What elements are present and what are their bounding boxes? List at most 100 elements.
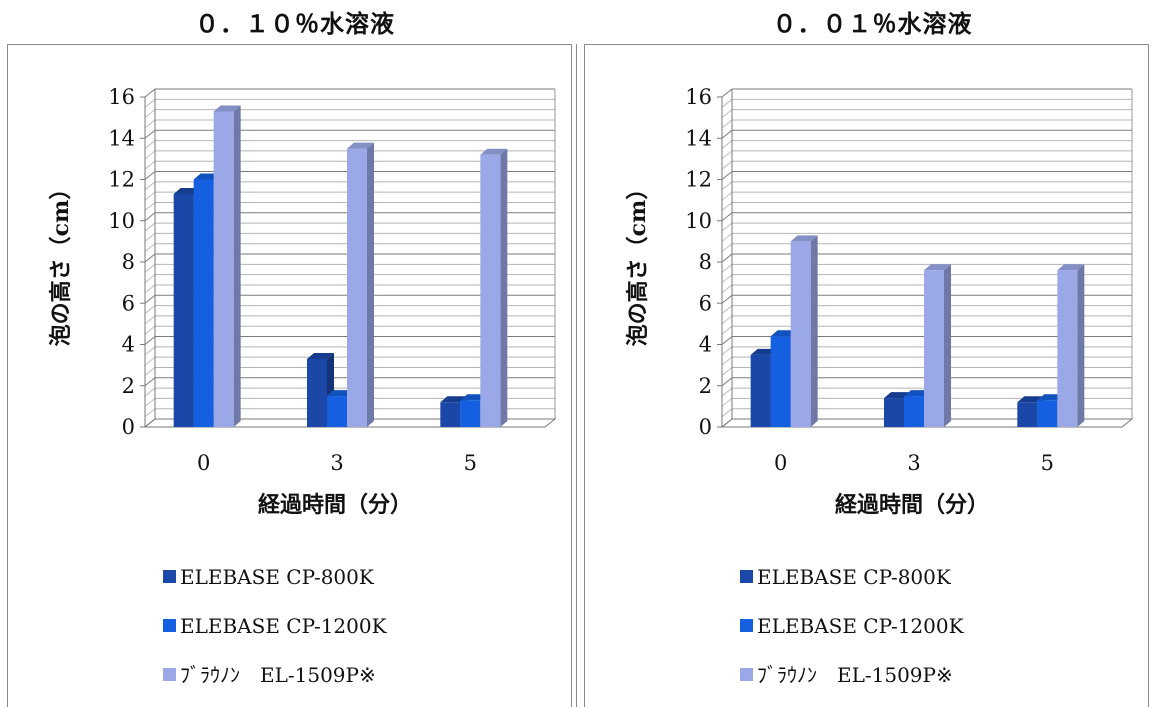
bar-front xyxy=(193,179,214,427)
gridline-side xyxy=(721,212,733,222)
bar-front xyxy=(440,402,461,427)
legend-swatch xyxy=(163,570,176,583)
bar-front xyxy=(347,148,367,427)
chart-panel-left: 0 2 4 6 8 10 12 14 16 0 3 5 経過時間（分） 泡の高さ（cm） ELEBASE C… xyxy=(7,44,572,707)
legend-item: ELEBASE CP-800K xyxy=(163,565,375,589)
x-tick-label: 0 xyxy=(197,451,210,475)
gridline-side xyxy=(144,109,156,119)
gridline-side xyxy=(721,109,733,119)
bar-side xyxy=(367,142,374,427)
x-tick-label: 5 xyxy=(1041,451,1054,475)
gridline-side xyxy=(721,336,733,345)
gridline-side xyxy=(721,243,733,253)
gridline-side xyxy=(144,356,156,366)
gridline-side xyxy=(144,305,156,314)
gridline-side xyxy=(144,150,156,160)
gridline-side xyxy=(144,263,156,273)
legend-label: ELEBASE CP-1200K xyxy=(180,614,388,638)
gridline-side xyxy=(721,315,733,325)
bar-top xyxy=(790,235,818,242)
legend-swatch xyxy=(740,619,753,632)
gridline-side xyxy=(721,408,733,418)
chart-title-right: ０．０１％水溶液 xyxy=(772,10,973,38)
bar-front xyxy=(1057,270,1078,427)
legend-item: ﾌﾞﾗｳﾉﾝ EL-1509P※ xyxy=(740,663,953,687)
gridline-side xyxy=(144,243,156,253)
y-tick-label: 16 xyxy=(685,85,712,109)
gridline-side xyxy=(144,284,156,294)
gridline-side xyxy=(144,377,156,387)
gridline-side xyxy=(144,202,156,211)
gridline-side xyxy=(721,253,733,263)
bar-front xyxy=(904,396,924,427)
bar-side xyxy=(233,105,241,427)
gridline-side xyxy=(144,98,156,108)
bar xyxy=(790,235,818,427)
bar-top xyxy=(480,148,508,155)
gridline-side xyxy=(721,88,733,98)
gridline-side xyxy=(144,232,156,242)
floor xyxy=(143,418,557,428)
gridline-side xyxy=(721,294,733,304)
floor xyxy=(720,418,1134,428)
bar-side xyxy=(810,235,818,427)
bar-front xyxy=(307,358,327,427)
bar-front xyxy=(213,111,234,427)
x-axis-title: 経過時間（分） xyxy=(835,492,989,518)
legend-item: ﾌﾞﾗｳﾉﾝ EL-1509P※ xyxy=(163,663,376,687)
gridline-side xyxy=(721,140,733,149)
legend-label: ELEBASE CP-1200K xyxy=(757,614,965,638)
gridline-side xyxy=(721,150,733,160)
bar-front xyxy=(790,241,811,427)
gridline-side xyxy=(144,346,156,356)
gridline-side xyxy=(721,356,733,366)
y-tick-label: 8 xyxy=(699,250,712,274)
x-tick-label: 3 xyxy=(907,451,920,475)
gridline-side xyxy=(721,129,733,139)
gridline-side xyxy=(144,140,156,149)
x-axis-title: 経過時間（分） xyxy=(258,492,412,518)
bar-side xyxy=(1077,264,1085,427)
legend-label: ﾌﾞﾗｳﾉﾝ EL-1509P※ xyxy=(180,663,376,687)
gridline-side xyxy=(144,408,156,418)
gridline-side xyxy=(144,294,156,304)
bar-top xyxy=(1057,264,1085,271)
bar-front xyxy=(480,154,501,427)
y-tick-label: 16 xyxy=(108,85,135,109)
bar xyxy=(347,142,374,427)
gridline-side xyxy=(144,181,156,191)
gridline-side xyxy=(721,305,733,314)
bar-front xyxy=(327,396,347,427)
y-tick-label: 0 xyxy=(699,415,712,439)
gridline-side xyxy=(721,346,733,356)
gridline-side xyxy=(144,274,156,284)
gridline-side xyxy=(721,171,733,180)
bar-side xyxy=(944,264,951,427)
bar-front xyxy=(924,270,944,427)
gridline-side xyxy=(721,232,733,242)
y-tick-label: 4 xyxy=(699,333,712,357)
gridline-side xyxy=(721,377,733,387)
bar-chart-right: 0 2 4 6 8 10 12 14 16 0 3 5 経過時間（分） 泡の高さ（cm） ELEBASE C… xyxy=(625,85,1134,687)
gridline-side xyxy=(721,397,733,407)
y-tick-label: 6 xyxy=(122,291,135,315)
legend-item: ELEBASE CP-1200K xyxy=(163,614,388,638)
gridline-side xyxy=(144,191,156,201)
bar-front xyxy=(770,336,791,427)
gridline-side xyxy=(144,119,156,129)
gridline-side xyxy=(144,212,156,222)
legend-swatch xyxy=(740,668,753,681)
legend-swatch xyxy=(163,619,176,632)
gridline-side xyxy=(721,325,733,335)
y-axis-title: 泡の高さ（cm） xyxy=(625,178,651,347)
bar-front xyxy=(750,354,771,427)
legend-swatch xyxy=(163,668,176,681)
y-tick-label: 12 xyxy=(108,168,135,192)
bar-front xyxy=(1017,402,1038,427)
bar xyxy=(480,148,508,427)
legend-swatch xyxy=(740,570,753,583)
y-tick-label: 8 xyxy=(122,250,135,274)
y-axis-title: 泡の高さ（cm） xyxy=(48,178,74,347)
gridline-side xyxy=(144,160,156,170)
gridline-side xyxy=(144,315,156,325)
